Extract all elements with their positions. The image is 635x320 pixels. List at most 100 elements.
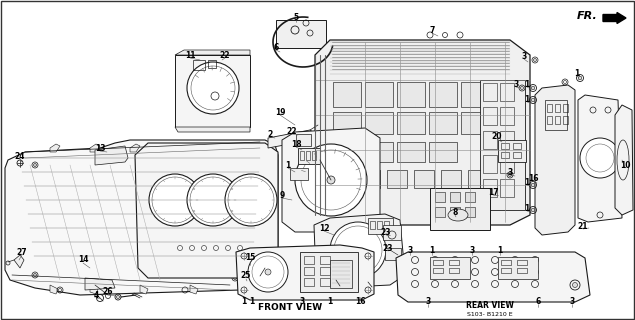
Bar xyxy=(414,170,434,188)
Bar xyxy=(449,260,459,265)
Text: 1: 1 xyxy=(525,79,530,89)
Bar xyxy=(501,152,509,158)
Bar xyxy=(296,134,311,146)
Polygon shape xyxy=(314,214,405,288)
Circle shape xyxy=(521,86,523,90)
Bar xyxy=(501,143,509,149)
Bar xyxy=(435,207,445,217)
Bar xyxy=(384,221,389,229)
Bar xyxy=(483,155,497,173)
Text: 22: 22 xyxy=(287,126,297,135)
Bar xyxy=(365,112,393,134)
Text: 16: 16 xyxy=(528,173,538,182)
Bar xyxy=(468,170,488,188)
Text: S103- B1210 E: S103- B1210 E xyxy=(467,311,513,316)
Text: 1: 1 xyxy=(497,245,503,254)
Bar xyxy=(320,256,330,264)
Bar xyxy=(483,83,497,101)
Bar xyxy=(430,188,490,230)
Polygon shape xyxy=(95,146,128,165)
Bar xyxy=(435,192,445,202)
Circle shape xyxy=(330,222,386,278)
Bar xyxy=(547,104,552,112)
Polygon shape xyxy=(175,127,250,132)
Circle shape xyxy=(327,176,335,184)
Bar xyxy=(397,142,425,162)
Text: 23: 23 xyxy=(381,228,391,236)
Bar xyxy=(480,80,525,210)
Polygon shape xyxy=(315,40,530,225)
Bar xyxy=(304,256,314,264)
Text: 11: 11 xyxy=(185,51,195,60)
Text: 8: 8 xyxy=(452,207,458,217)
Bar xyxy=(517,268,527,273)
Bar xyxy=(500,107,514,125)
Text: 3: 3 xyxy=(513,79,519,89)
Polygon shape xyxy=(210,144,220,152)
Polygon shape xyxy=(282,128,380,232)
Bar xyxy=(397,82,425,107)
Bar xyxy=(368,218,393,234)
Bar xyxy=(563,104,568,112)
Bar xyxy=(465,207,475,217)
Bar xyxy=(501,268,511,273)
Bar xyxy=(276,20,326,48)
Text: 27: 27 xyxy=(17,247,27,257)
Bar xyxy=(300,151,304,160)
Text: 3: 3 xyxy=(469,245,474,254)
Text: 3: 3 xyxy=(408,245,413,254)
Bar xyxy=(306,151,310,160)
Bar xyxy=(500,131,514,149)
Bar xyxy=(500,179,514,197)
Bar xyxy=(429,82,457,107)
Text: 24: 24 xyxy=(15,151,25,161)
Circle shape xyxy=(531,183,535,187)
Bar xyxy=(513,143,521,149)
Bar xyxy=(360,170,380,188)
Circle shape xyxy=(580,138,620,178)
Bar xyxy=(500,155,514,173)
Text: 10: 10 xyxy=(620,161,631,170)
Bar xyxy=(441,170,461,188)
Bar xyxy=(498,140,526,162)
Bar xyxy=(383,225,401,240)
Circle shape xyxy=(531,208,535,212)
Text: 1: 1 xyxy=(429,245,434,254)
Bar xyxy=(304,278,314,286)
Text: 1: 1 xyxy=(250,298,255,307)
Bar xyxy=(320,278,330,286)
Text: 3: 3 xyxy=(521,52,526,60)
Bar xyxy=(433,268,443,273)
Text: 23: 23 xyxy=(383,244,393,252)
Circle shape xyxy=(531,98,535,102)
Polygon shape xyxy=(170,144,180,152)
Bar xyxy=(547,116,552,124)
Circle shape xyxy=(265,269,271,275)
Bar xyxy=(193,60,205,70)
Bar xyxy=(430,257,470,279)
Bar xyxy=(449,268,459,273)
Bar xyxy=(370,221,375,229)
Bar xyxy=(545,100,567,130)
Bar xyxy=(333,82,361,107)
Text: 20: 20 xyxy=(491,132,502,140)
Polygon shape xyxy=(190,285,198,294)
Circle shape xyxy=(531,86,535,90)
Text: 2: 2 xyxy=(267,130,272,139)
Circle shape xyxy=(149,174,201,226)
Polygon shape xyxy=(578,95,622,222)
Text: 25: 25 xyxy=(241,271,251,281)
Circle shape xyxy=(116,295,119,299)
Circle shape xyxy=(573,283,577,287)
Circle shape xyxy=(245,280,249,284)
Text: 1: 1 xyxy=(575,68,580,77)
Bar xyxy=(333,170,353,188)
Text: 1: 1 xyxy=(525,204,530,212)
Circle shape xyxy=(34,274,36,276)
Bar xyxy=(365,82,393,107)
Circle shape xyxy=(578,76,582,80)
Bar xyxy=(429,142,457,162)
Bar xyxy=(498,257,538,279)
Ellipse shape xyxy=(448,209,468,221)
Text: 19: 19 xyxy=(275,108,285,116)
